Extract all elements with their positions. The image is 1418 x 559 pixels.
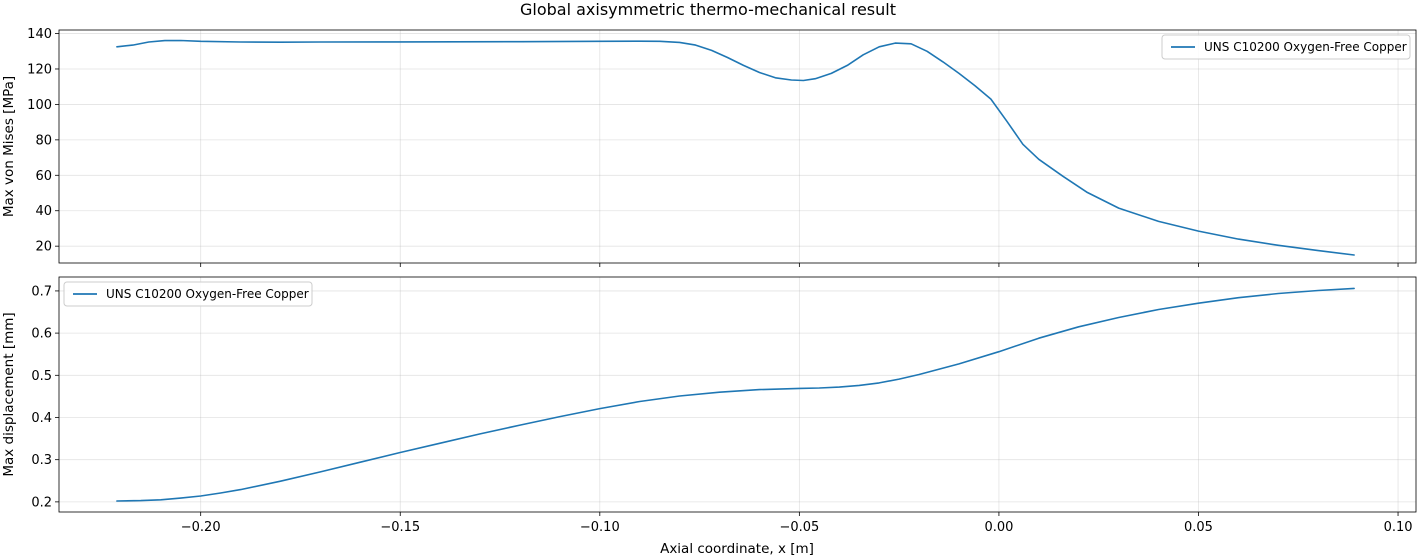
displacement-y-tick-label: 0.4 xyxy=(31,411,52,426)
stress-y-axis-label: Max von Mises [MPa] xyxy=(1,76,17,217)
stress-y-tick-label: 120 xyxy=(27,62,52,77)
stress-series-line xyxy=(116,39,1355,256)
displacement-y-tick-label: 0.7 xyxy=(31,284,52,299)
stress-y-tick-label: 100 xyxy=(27,98,52,113)
displacement-y-axis-label: Max displacement [mm] xyxy=(1,312,17,476)
stress-legend-label: UNS C10200 Oxygen-Free Copper xyxy=(1204,40,1407,54)
displacement-x-tick-label: 0.05 xyxy=(1184,520,1213,535)
figure-title: Global axisymmetric thermo-mechanical re… xyxy=(520,0,896,19)
stress-legend-box xyxy=(1161,34,1411,60)
stress-y-tick-label: 60 xyxy=(35,169,52,184)
stress-plot-frame xyxy=(58,29,1417,264)
displacement-x-tick-label: 0.10 xyxy=(1384,520,1413,535)
displacement-y-tick-label: 0.3 xyxy=(31,453,52,468)
displacement-series-line xyxy=(116,287,1355,502)
displacement-y-tick-label: 0.5 xyxy=(31,369,52,384)
displacement-plot-frame xyxy=(58,276,1417,513)
stress-y-tick-label: 140 xyxy=(27,27,52,42)
displacement-x-tick-label: −0.20 xyxy=(181,520,221,535)
stress-y-tick-label: 20 xyxy=(35,240,52,255)
displacement-x-tick-label: −0.15 xyxy=(380,520,420,535)
displacement-y-tick-label: 0.2 xyxy=(31,495,52,510)
displacement-legend-box xyxy=(63,281,313,307)
displacement-panel: 0.2 0.3 0.4 0.5 0.6 0.7 −0.20 −0.15 −0.10 −0.05 0.… xyxy=(1,276,1417,535)
displacement-x-tick-label: −0.05 xyxy=(779,520,819,535)
x-axis-label: Axial coordinate, x [m] xyxy=(660,541,814,557)
stress-y-tick-label: 80 xyxy=(35,133,52,148)
displacement-x-tick-label: 0.00 xyxy=(984,520,1013,535)
displacement-legend-label: UNS C10200 Oxygen-Free Copper xyxy=(106,287,309,301)
stress-panel: 20 40 60 80 100 120 140 Max von Mises [MPa] UNS … xyxy=(1,27,1417,267)
stress-y-tick-label: 40 xyxy=(35,204,52,219)
displacement-y-tick-label: 0.6 xyxy=(31,327,52,342)
displacement-x-tick-label: −0.10 xyxy=(580,520,620,535)
